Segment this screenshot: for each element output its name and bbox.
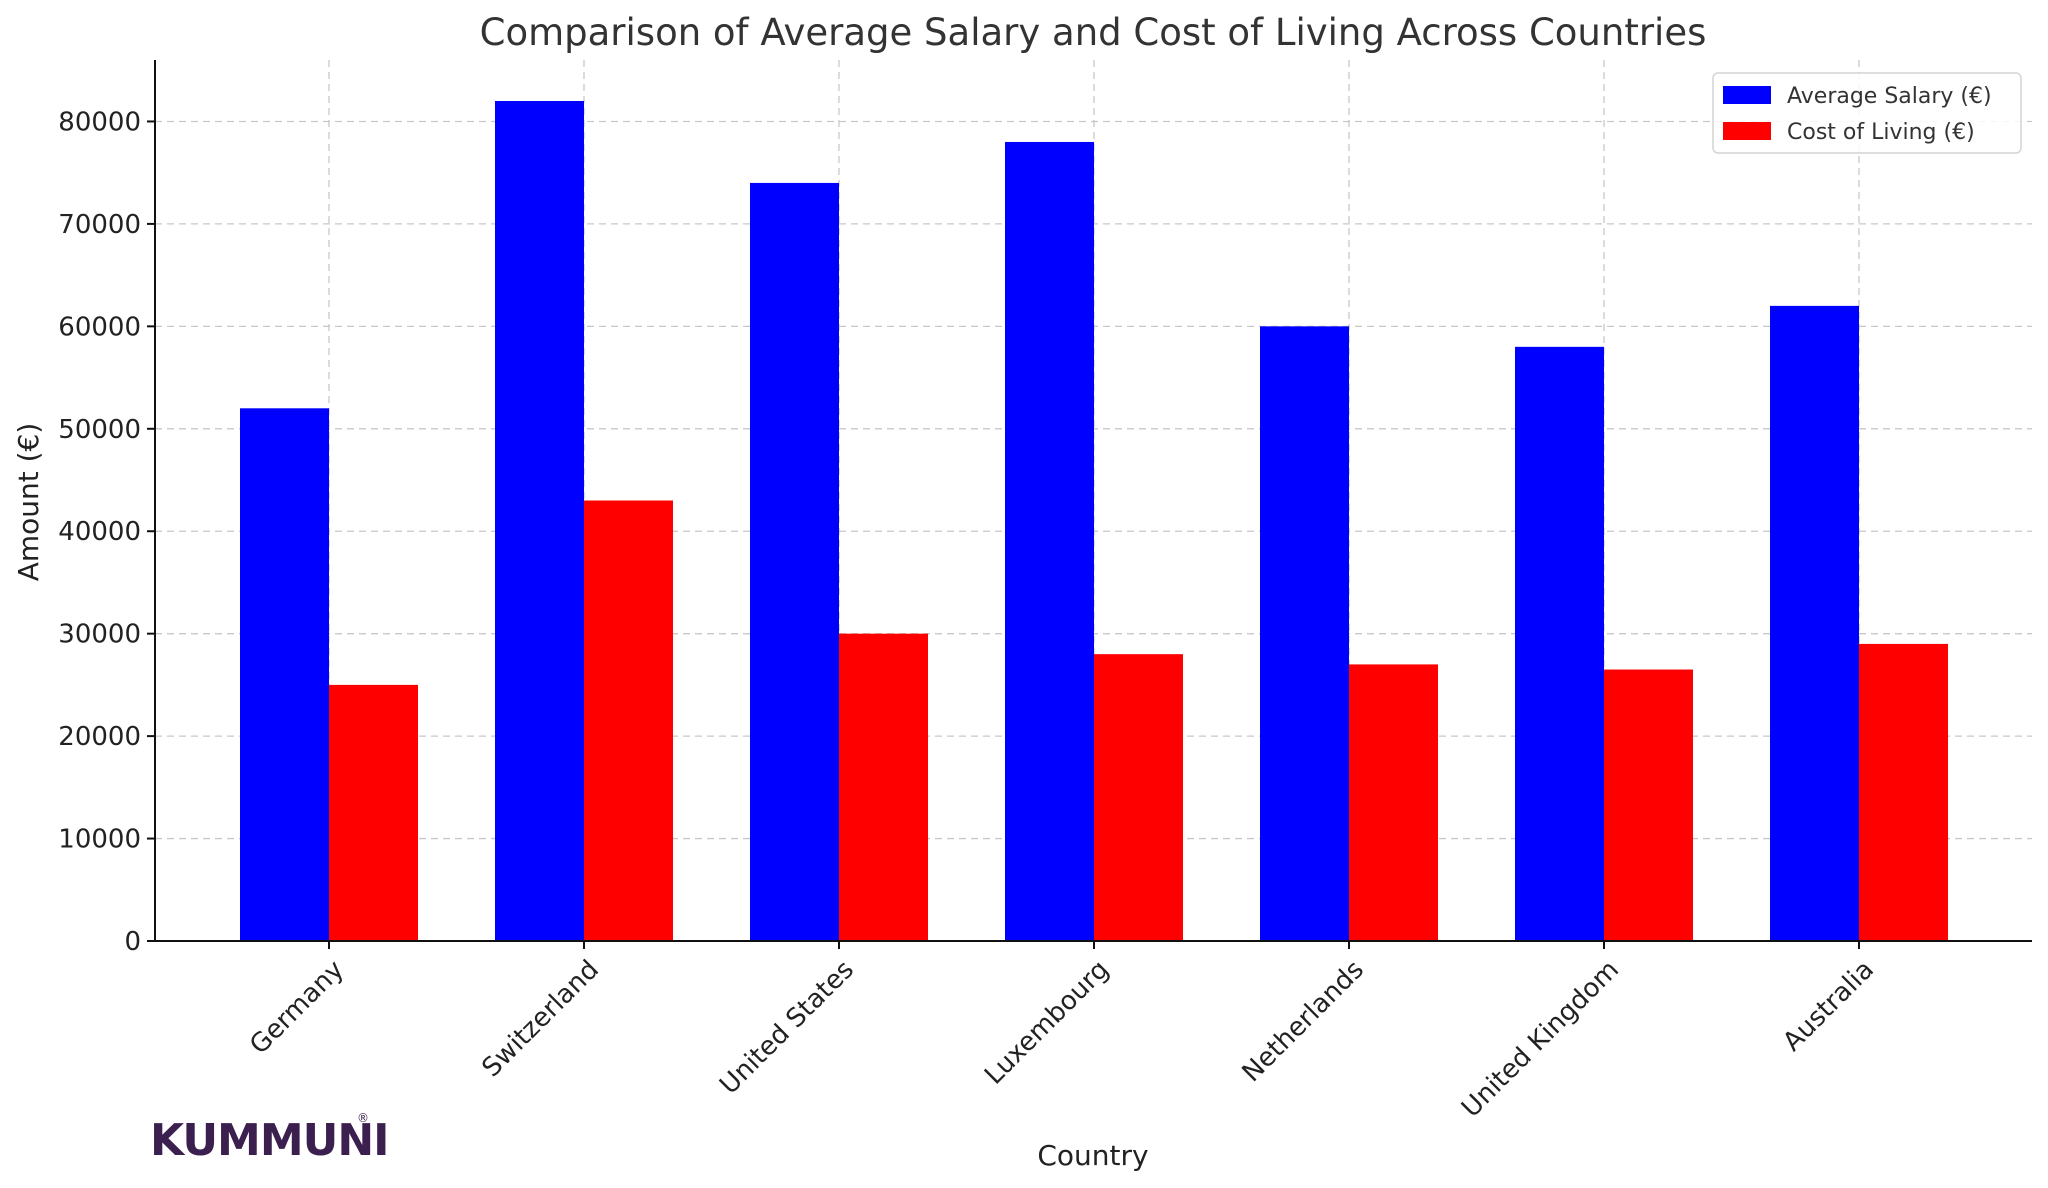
bar-average-salary-united-states <box>750 182 839 941</box>
x-tick-labels: Germany Switzerland United States Luxembour… <box>244 955 1880 1124</box>
bar-cost-of-living-united-states <box>839 633 928 941</box>
y-tick-label: 40000 <box>58 517 141 547</box>
bars <box>240 100 1948 941</box>
y-tick-label: 30000 <box>58 620 141 650</box>
y-tick-label: 60000 <box>58 312 141 342</box>
logo-registered-mark: ® <box>357 1111 369 1125</box>
bar-average-salary-united-kingdom <box>1515 346 1604 941</box>
legend-swatch <box>1723 86 1771 104</box>
bar-cost-of-living-switzerland <box>584 500 673 941</box>
y-tick-label: 0 <box>124 927 141 957</box>
y-tick-label: 20000 <box>58 722 141 752</box>
y-tick-label: 80000 <box>58 107 141 137</box>
y-tick-label: 50000 <box>58 415 141 445</box>
bar-average-salary-netherlands <box>1260 326 1349 941</box>
x-tick-label: Australia <box>1777 955 1880 1058</box>
y-tick-label: 70000 <box>58 210 141 240</box>
bar-cost-of-living-australia <box>1859 643 1948 941</box>
x-tick-label: United States <box>714 955 860 1101</box>
bar-average-salary-germany <box>240 408 329 941</box>
brand-logo: KUMMUNI ® <box>150 1111 390 1166</box>
bar-cost-of-living-germany <box>329 684 418 941</box>
legend: Average Salary (€) Cost of Living (€) <box>1712 72 2022 154</box>
axes <box>147 60 2032 949</box>
legend-swatch <box>1723 122 1771 140</box>
x-tick-label: Switzerland <box>476 955 604 1083</box>
bar-average-salary-australia <box>1770 305 1859 941</box>
bar-cost-of-living-united-kingdom <box>1604 669 1693 941</box>
legend-box <box>1712 72 2022 154</box>
bar-average-salary-luxembourg <box>1005 141 1094 941</box>
chart-title: Comparison of Average Salary and Cost of… <box>480 11 1707 54</box>
legend-label: Average Salary (€) <box>1787 84 1992 109</box>
x-tick-label: Germany <box>244 955 350 1061</box>
x-tick-label: Netherlands <box>1237 955 1370 1088</box>
bar-cost-of-living-luxembourg <box>1094 654 1183 941</box>
y-tick-labels: 0 10000 20000 30000 40000 50000 60000 70000 8000… <box>58 107 141 957</box>
logo-text: KUMMUNI <box>150 1115 389 1166</box>
x-axis-label: Country <box>1037 1139 1148 1172</box>
y-tick-label: 10000 <box>58 825 141 855</box>
legend-label: Cost of Living (€) <box>1787 120 1975 145</box>
bar-cost-of-living-netherlands <box>1349 664 1438 941</box>
x-tick-label: Luxembourg <box>979 955 1115 1091</box>
y-axis-label: Amount (€) <box>12 423 45 582</box>
x-tick-label: United Kingdom <box>1456 955 1625 1124</box>
bar-average-salary-switzerland <box>495 100 584 941</box>
